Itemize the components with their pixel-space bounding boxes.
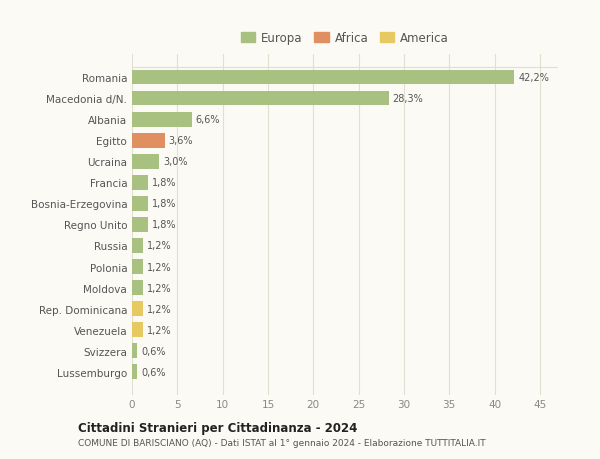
- Text: 3,0%: 3,0%: [163, 157, 187, 167]
- Bar: [132, 364, 137, 379]
- Text: 28,3%: 28,3%: [392, 94, 423, 104]
- Text: 0,6%: 0,6%: [141, 367, 166, 377]
- Bar: [132, 91, 389, 106]
- Legend: Europa, Africa, America: Europa, Africa, America: [236, 27, 454, 50]
- Text: 0,6%: 0,6%: [141, 346, 166, 356]
- Text: 1,2%: 1,2%: [146, 304, 171, 314]
- Text: 1,2%: 1,2%: [146, 325, 171, 335]
- Bar: [132, 196, 148, 211]
- Text: 1,8%: 1,8%: [152, 178, 176, 188]
- Bar: [132, 323, 143, 337]
- Text: Cittadini Stranieri per Cittadinanza - 2024: Cittadini Stranieri per Cittadinanza - 2…: [78, 421, 358, 435]
- Bar: [132, 71, 514, 85]
- Bar: [132, 344, 137, 358]
- Text: 1,2%: 1,2%: [146, 283, 171, 293]
- Bar: [132, 134, 164, 148]
- Bar: [132, 175, 148, 190]
- Bar: [132, 280, 143, 295]
- Bar: [132, 302, 143, 316]
- Text: 1,8%: 1,8%: [152, 199, 176, 209]
- Bar: [132, 155, 159, 169]
- Bar: [132, 218, 148, 232]
- Text: 1,2%: 1,2%: [146, 241, 171, 251]
- Text: 3,6%: 3,6%: [168, 136, 193, 146]
- Bar: [132, 112, 192, 127]
- Text: 1,2%: 1,2%: [146, 262, 171, 272]
- Bar: [132, 239, 143, 253]
- Text: 1,8%: 1,8%: [152, 220, 176, 230]
- Bar: [132, 260, 143, 274]
- Text: 42,2%: 42,2%: [518, 73, 549, 83]
- Text: COMUNE DI BARISCIANO (AQ) - Dati ISTAT al 1° gennaio 2024 - Elaborazione TUTTITA: COMUNE DI BARISCIANO (AQ) - Dati ISTAT a…: [78, 438, 485, 447]
- Text: 6,6%: 6,6%: [196, 115, 220, 125]
